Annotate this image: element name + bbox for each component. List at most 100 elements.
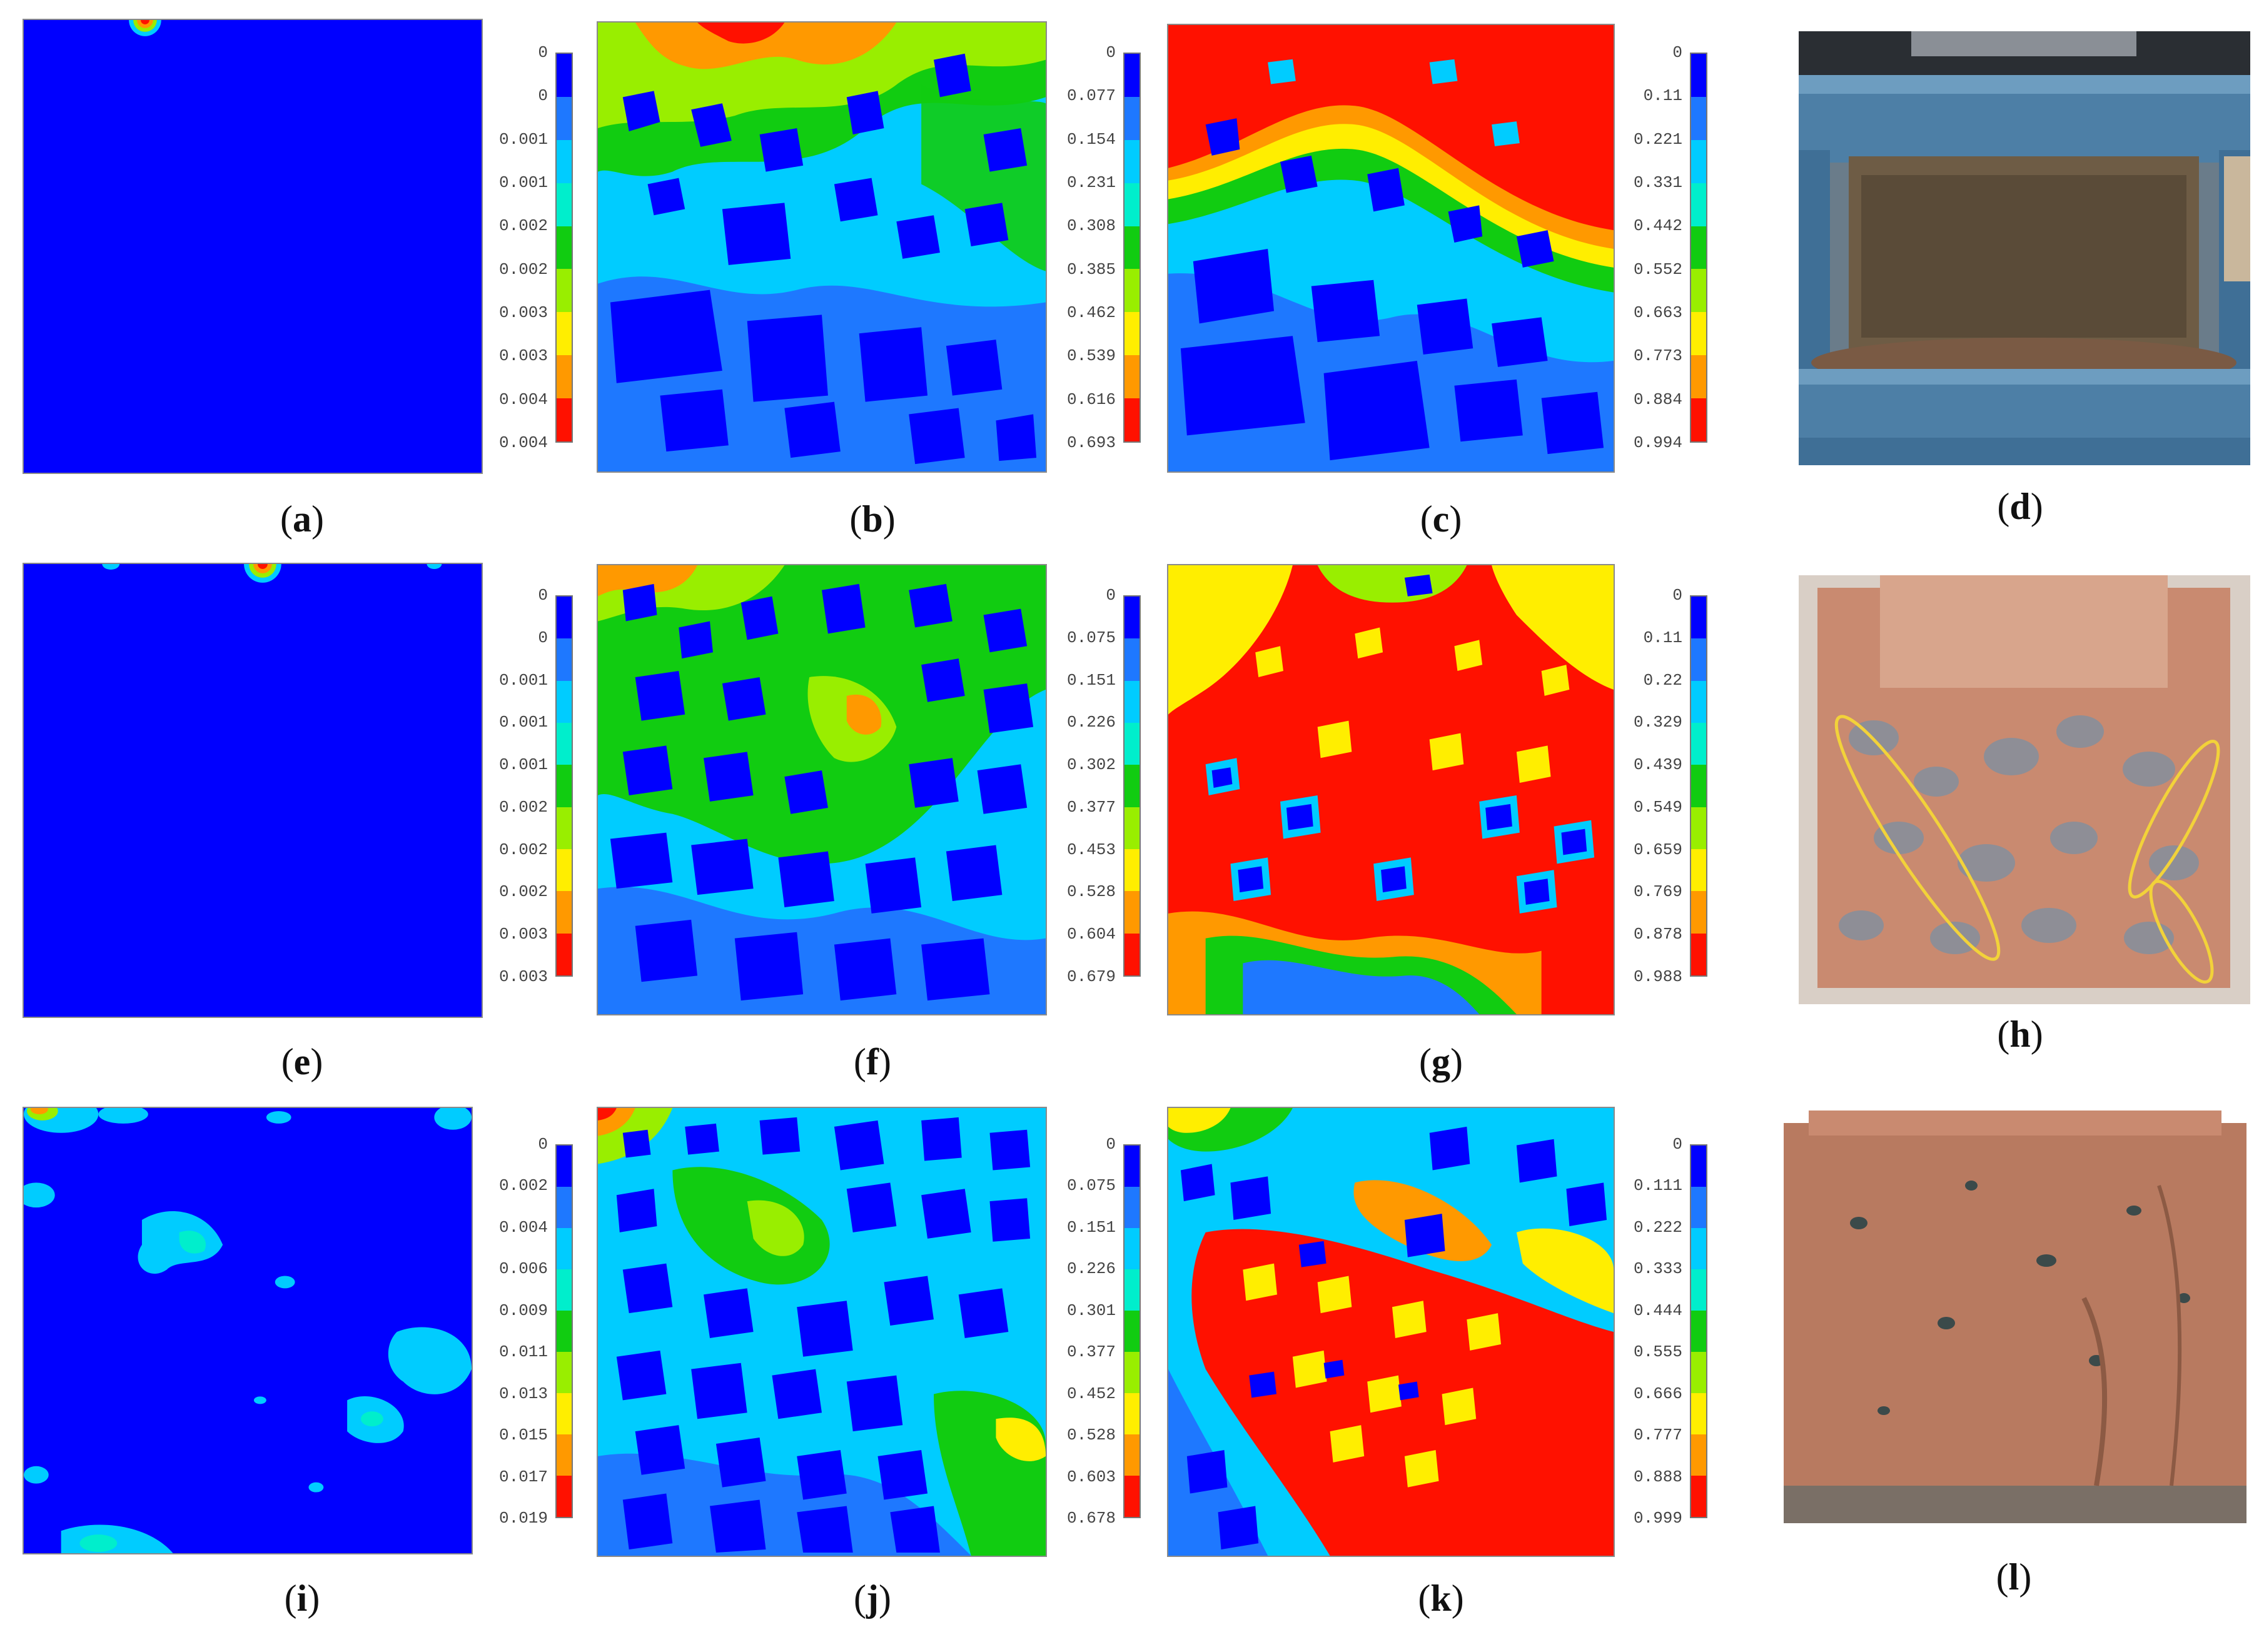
colorbar-b: 0 0.077 0.154 0.231 0.308 0.385 0.462 0.539 0.61… [1046, 44, 1152, 452]
caption-h: (h) [1997, 1014, 2043, 1055]
colorbar-band [1691, 597, 1706, 639]
colorbar-tick-label: 0.017 [498, 1467, 548, 1486]
caption-e: (e) [281, 1041, 323, 1082]
colorbar-band [1124, 1311, 1140, 1352]
colorbar-tick-label: 0 [1106, 586, 1116, 605]
colorbar-band [1691, 1434, 1706, 1476]
colorbar-tick-label: 0.013 [498, 1384, 548, 1403]
colorbar-band [557, 891, 572, 934]
contour-plot-b [597, 21, 1047, 473]
colorbar-tick-label: 0.452 [1066, 1384, 1116, 1403]
colorbar-tick-label: 0.111 [1633, 1176, 1682, 1196]
colorbar-tick-label: 0.693 [1066, 433, 1116, 452]
colorbar-tick-label: 0.004 [498, 433, 548, 452]
colorbar-k: 0 0.111 0.222 0.333 0.444 0.555 0.666 0.777 0.88… [1612, 1136, 1719, 1527]
colorbar-band [557, 312, 572, 356]
colorbar-band [1691, 1311, 1706, 1352]
colorbar-band [557, 680, 572, 723]
colorbar-tick-label: 0.151 [1066, 670, 1116, 690]
colorbar-band [1124, 933, 1140, 975]
colorbar-e: 0 0 0.001 0.001 0.001 0.002 0.002 0.002 0.003 0.0… [478, 587, 584, 985]
colorbar-tick-label: 0.528 [1066, 882, 1116, 902]
colorbar-tick-label: 0.019 [498, 1509, 548, 1528]
colorbar-tick-label: 0.003 [498, 925, 548, 944]
colorbar-tick-label: 0 [1106, 1135, 1116, 1154]
colorbar-tick-label: 0.999 [1633, 1509, 1682, 1528]
colorbar-tick-label: 0.002 [498, 216, 548, 236]
caption-i: (i) [284, 1578, 320, 1619]
colorbar-band [557, 54, 572, 97]
colorbar-band [1124, 54, 1140, 97]
colorbar-tick-label: 0.603 [1066, 1467, 1116, 1486]
colorbar-band [1691, 849, 1706, 892]
colorbar-tick-label: 0.154 [1066, 129, 1116, 149]
caption-l: (l) [1996, 1556, 2032, 1598]
colorbar-band [557, 1393, 572, 1434]
colorbar-f: 0 0.075 0.151 0.226 0.302 0.377 0.453 0.528 0.60… [1046, 586, 1152, 985]
colorbar-tick-label: 0.549 [1633, 797, 1682, 817]
caption-a: (a) [280, 498, 324, 540]
colorbar-tick-label: 0 [1106, 43, 1116, 62]
colorbar-tick-label: 0.769 [1633, 882, 1682, 902]
colorbar-tick-label: 0.002 [498, 882, 548, 902]
specimen-photo-l [1784, 1111, 2246, 1533]
colorbar-band [1691, 933, 1706, 975]
colorbar-band [557, 139, 572, 183]
colorbar-band [557, 183, 572, 226]
colorbar-band [557, 1434, 572, 1476]
colorbar-e-scale [555, 595, 573, 977]
colorbar-tick-label: 0.011 [498, 1342, 548, 1362]
colorbar-tick-label: 0.075 [1066, 628, 1116, 647]
colorbar-tick-label: 0.151 [1066, 1217, 1116, 1237]
caption-b: (b) [849, 498, 896, 540]
colorbar-band [557, 807, 572, 849]
colorbar-tick-label: 0.002 [498, 259, 548, 279]
colorbar-tick-label: 0 [538, 86, 548, 106]
colorbar-band [1691, 638, 1706, 681]
colorbar-tick-label: 0.001 [498, 713, 548, 732]
colorbar-tick-label: 0.003 [498, 346, 548, 366]
contour-plot-c [1167, 24, 1615, 473]
colorbar-band [557, 765, 572, 807]
colorbar-tick-label: 0.377 [1066, 797, 1116, 817]
colorbar-tick-label: 0.001 [498, 670, 548, 690]
colorbar-band [557, 1311, 572, 1352]
colorbar-band [1691, 355, 1706, 398]
colorbar-band [1691, 680, 1706, 723]
colorbar-band [1124, 891, 1140, 934]
colorbar-tick-label: 0.009 [498, 1301, 548, 1320]
colorbar-tick-label: 0.004 [498, 1217, 548, 1237]
colorbar-band [1691, 312, 1706, 356]
colorbar-tick-label: 0.539 [1066, 346, 1116, 366]
contour-plot-k [1167, 1107, 1615, 1557]
colorbar-band [557, 1228, 572, 1269]
colorbar-band [557, 933, 572, 975]
colorbar-band [1691, 226, 1706, 269]
colorbar-band [1691, 139, 1706, 183]
colorbar-tick-label: 0.221 [1633, 129, 1682, 149]
colorbar-tick-label: 0.301 [1066, 1301, 1116, 1320]
contour-plot-f [597, 564, 1047, 1015]
caption-g: (g) [1419, 1041, 1463, 1082]
colorbar-i: 0 0.002 0.004 0.006 0.009 0.011 0.013 0.015 0.01… [478, 1136, 584, 1527]
colorbar-a: 0 0 0.001 0.001 0.002 0.002 0.003 0.003 0.004 0.0… [478, 44, 584, 452]
colorbar-tick-label: 0.659 [1633, 840, 1682, 859]
colorbar-band [1124, 269, 1140, 313]
colorbar-tick-label: 0.333 [1633, 1259, 1682, 1279]
colorbar-band [1691, 1393, 1706, 1434]
colorbar-g-scale [1690, 595, 1707, 977]
colorbar-band [1691, 765, 1706, 807]
colorbar-band [1691, 269, 1706, 313]
colorbar-tick-label: 0.11 [1643, 86, 1682, 106]
colorbar-band [1691, 1476, 1706, 1517]
colorbar-band [1124, 1434, 1140, 1476]
colorbar-tick-label: 0.604 [1066, 925, 1116, 944]
specimen-photo-h [1799, 575, 2250, 1004]
colorbar-tick-label: 0.616 [1066, 390, 1116, 409]
colorbar-f-scale [1123, 595, 1141, 977]
contour-plot-a [23, 19, 483, 474]
colorbar-j: 0 0.075 0.151 0.226 0.301 0.377 0.452 0.528 0.60… [1046, 1135, 1152, 1527]
colorbar-tick-label: 0.777 [1633, 1426, 1682, 1445]
colorbar-band [557, 597, 572, 639]
colorbar-tick-label: 0.302 [1066, 755, 1116, 775]
